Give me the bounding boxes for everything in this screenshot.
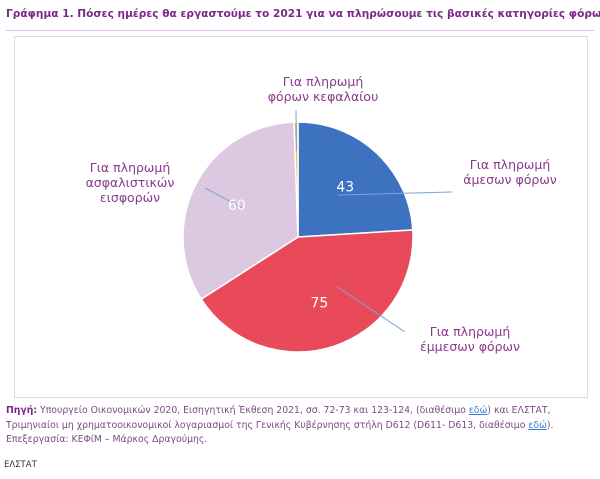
source-link[interactable]: εδώ: [528, 419, 547, 431]
value-label: 60: [228, 198, 246, 214]
category-label-line: ασφαλιστικών: [85, 175, 175, 190]
source-text: ). Επεξεργασία: ΚΕΦίΜ – Μάρκος Δραγούμης…: [6, 419, 554, 446]
source-label: Πηγή:: [6, 405, 38, 416]
slice-direct: [297, 121, 414, 238]
source-text: ) και ΕΛΣΤΑΤ, Τριμηνιαίοι μη χρηματοοικο…: [6, 405, 551, 431]
footer-text: ΕΛΣΤΑΤ: [4, 460, 37, 470]
title-divider: [6, 30, 594, 31]
chart-title: Γράφημα 1. Πόσες ημέρες θα εργαστούμε το…: [6, 8, 600, 20]
source-note: Πηγή: Υπουργείο Οικονομικών 2020, Εισηγη…: [6, 404, 596, 448]
leader-lines: [204, 109, 453, 333]
value-labels: 43 75 60: [228, 180, 354, 312]
value-label: 75: [311, 296, 329, 312]
category-label-line: Για πληρωμή: [469, 157, 551, 172]
category-label-line: Για πληρωμή: [282, 74, 364, 89]
category-label-line: φόρων κεφαλαίου: [267, 89, 379, 104]
leader-line-indirect: [336, 286, 406, 333]
category-label-capital: Για πληρωμή φόρων κεφαλαίου: [238, 74, 408, 104]
category-label-line: Για πληρωμή: [429, 324, 511, 339]
category-label-insurance: Για πληρωμή ασφαλιστικών εισφορών: [60, 160, 200, 205]
source-link[interactable]: εδώ: [468, 405, 488, 416]
slice-insurance: [182, 121, 299, 301]
leader-line-insurance: [204, 187, 243, 209]
category-label-indirect: Για πληρωμή έμμεσων φόρων: [395, 324, 545, 354]
category-label-line: εισφορών: [99, 190, 161, 205]
leader-line-direct: [337, 191, 453, 196]
value-label: 43: [336, 180, 354, 196]
category-label-line: άμεσων φόρων: [463, 172, 557, 187]
category-label-direct: Για πληρωμή άμεσων φόρων: [440, 157, 580, 187]
category-label-line: Για πληρωμή: [89, 160, 171, 175]
category-label-line: έμμεσων φόρων: [419, 339, 521, 354]
slice-indirect: [200, 229, 414, 353]
pie-slices: [182, 121, 414, 353]
source-text: Υπουργείο Οικονομικών 2020, Εισηγητική Έ…: [37, 405, 469, 416]
